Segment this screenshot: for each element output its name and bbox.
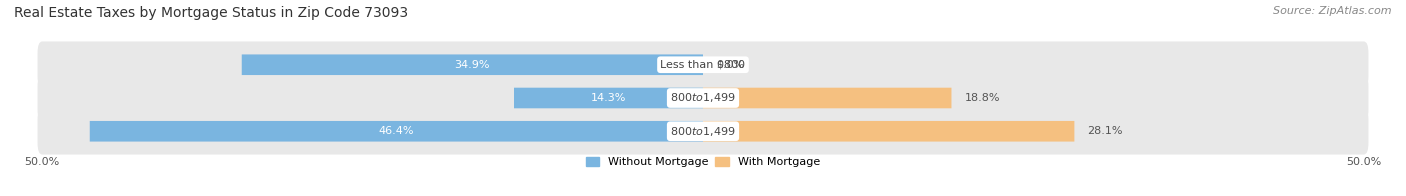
- Text: 46.4%: 46.4%: [378, 126, 415, 136]
- Text: 14.3%: 14.3%: [591, 93, 626, 103]
- FancyBboxPatch shape: [515, 88, 703, 108]
- FancyBboxPatch shape: [38, 42, 1368, 88]
- FancyBboxPatch shape: [38, 75, 1368, 121]
- Text: Less than $800: Less than $800: [661, 60, 745, 70]
- Text: 28.1%: 28.1%: [1088, 126, 1123, 136]
- Text: $800 to $1,499: $800 to $1,499: [671, 92, 735, 104]
- Text: $800 to $1,499: $800 to $1,499: [671, 125, 735, 138]
- Legend: Without Mortgage, With Mortgage: Without Mortgage, With Mortgage: [586, 157, 820, 167]
- Text: 18.8%: 18.8%: [965, 93, 1000, 103]
- Text: Source: ZipAtlas.com: Source: ZipAtlas.com: [1274, 6, 1392, 16]
- Text: 34.9%: 34.9%: [454, 60, 491, 70]
- FancyBboxPatch shape: [703, 88, 952, 108]
- Text: 0.0%: 0.0%: [716, 60, 744, 70]
- FancyBboxPatch shape: [38, 108, 1368, 154]
- Text: Real Estate Taxes by Mortgage Status in Zip Code 73093: Real Estate Taxes by Mortgage Status in …: [14, 6, 408, 20]
- FancyBboxPatch shape: [242, 54, 703, 75]
- FancyBboxPatch shape: [703, 121, 1074, 142]
- FancyBboxPatch shape: [90, 121, 703, 142]
